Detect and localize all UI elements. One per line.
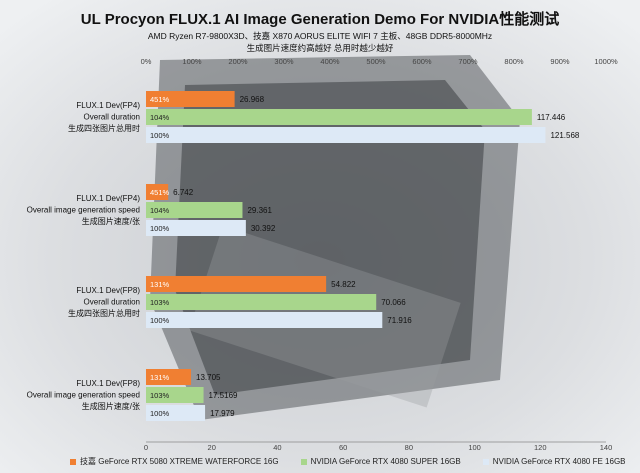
legend-label-series2: NVIDIA GeForce RTX 4080 SUPER 16GB — [310, 457, 461, 466]
x-axis-tick-label: 0 — [144, 443, 148, 452]
legend-label-series1: 技嘉 GeForce RTX 5080 XTREME WATERFORCE 16… — [80, 457, 279, 466]
bar-percent-label: 100% — [150, 131, 170, 140]
legend-item-series3: NVIDIA GeForce RTX 4080 FE 16GB — [482, 456, 626, 467]
bar — [146, 369, 192, 385]
chart-title: UL Procyon FLUX.1 AI Image Generation De… — [80, 11, 560, 28]
bar — [146, 294, 377, 310]
top-axis-tick-label: 600% — [412, 57, 432, 66]
legend-item-series1: 技嘉 GeForce RTX 5080 XTREME WATERFORCE 16… — [70, 456, 279, 467]
category-label: 生成四张图片总用时 — [68, 123, 140, 133]
bar-value-label: 26.968 — [240, 95, 265, 104]
top-axis-tick-label: 200% — [228, 57, 248, 66]
legend-swatch-series3 — [482, 458, 489, 465]
bar-value-label: 71.916 — [387, 316, 412, 325]
bar — [146, 220, 246, 236]
top-axis-tick-label: 800% — [504, 57, 524, 66]
bar — [146, 387, 204, 403]
bar-percent-label: 100% — [150, 224, 170, 233]
top-axis-tick-label: 400% — [320, 57, 340, 66]
category-label: Overall duration — [84, 298, 140, 307]
top-axis-tick-label: 900% — [550, 57, 570, 66]
bar — [146, 202, 243, 218]
category-label: FLUX.1 Dev(FP8) — [76, 379, 140, 388]
x-axis-tick-label: 120 — [534, 443, 547, 452]
top-axis-tick-label: 1000% — [594, 57, 618, 66]
bar-value-label: 121.568 — [550, 131, 579, 140]
category-label: Overall duration — [84, 113, 140, 122]
bar-value-label: 17.979 — [210, 409, 235, 418]
category-label: 生成四张图片总用时 — [68, 308, 140, 318]
legend: 技嘉 GeForce RTX 5080 XTREME WATERFORCE 16… — [70, 456, 626, 467]
category-label: 生成图片速度/张 — [82, 401, 140, 411]
category-label: FLUX.1 Dev(FP8) — [76, 286, 140, 295]
bar-percent-label: 100% — [150, 316, 170, 325]
bar — [146, 127, 546, 143]
x-axis-tick-label: 80 — [405, 443, 413, 452]
category-label: Overall image generation speed — [27, 391, 140, 400]
bar — [146, 184, 169, 200]
legend-item-series2: NVIDIA GeForce RTX 4080 SUPER 16GB — [300, 456, 461, 467]
category-label: 生成图片速度/张 — [82, 216, 140, 226]
bar — [146, 276, 327, 292]
category-label: FLUX.1 Dev(FP4) — [76, 101, 140, 110]
bar-percent-label: 103% — [150, 391, 170, 400]
bar-value-label: 29.361 — [247, 206, 272, 215]
bar-percent-label: 100% — [150, 409, 170, 418]
bar-value-label: 117.446 — [537, 113, 566, 122]
x-axis-tick-label: 100 — [468, 443, 481, 452]
bar-value-label: 70.066 — [381, 298, 406, 307]
category-label: Overall image generation speed — [27, 206, 140, 215]
bar-value-label: 54.822 — [331, 280, 356, 289]
bar-value-label: 6.742 — [173, 188, 194, 197]
bar-value-label: 13.705 — [196, 373, 221, 382]
legend-swatch-series2 — [300, 458, 307, 465]
x-axis-tick-label: 140 — [600, 443, 613, 452]
bar — [146, 312, 383, 328]
bar — [146, 109, 532, 125]
legend-label-series3: NVIDIA GeForce RTX 4080 FE 16GB — [492, 457, 626, 466]
bar — [146, 91, 235, 107]
bar-percent-label: 104% — [150, 206, 170, 215]
bar-percent-label: 104% — [150, 113, 170, 122]
bar — [146, 405, 206, 421]
x-axis-tick-label: 40 — [273, 443, 281, 452]
top-axis-tick-label: 300% — [274, 57, 294, 66]
bar-percent-label: 131% — [150, 373, 170, 382]
legend-swatch-series1 — [70, 458, 76, 465]
bar-percent-label: 451% — [150, 188, 170, 197]
top-axis-tick-label: 500% — [366, 57, 386, 66]
bar-percent-label: 103% — [150, 298, 170, 307]
bar-percent-label: 131% — [150, 280, 170, 289]
x-axis-tick-label: 60 — [339, 443, 347, 452]
x-axis-tick-label: 20 — [208, 443, 216, 452]
chart-subtitle-line2: 生成图片速度约高越好 总用时越少越好 — [246, 43, 394, 53]
bar-value-label: 17.5169 — [209, 391, 238, 400]
top-axis-tick-label: 700% — [458, 57, 478, 66]
top-axis-tick-label: 0% — [141, 57, 152, 66]
bar-value-label: 30.392 — [251, 224, 276, 233]
chart-subtitle-line1: AMD Ryzen R7-9800X3D、技嘉 X870 AORUS ELITE… — [147, 31, 493, 41]
bar-percent-label: 451% — [150, 95, 170, 104]
category-label: FLUX.1 Dev(FP4) — [76, 194, 140, 203]
top-axis-tick-label: 100% — [182, 57, 202, 66]
